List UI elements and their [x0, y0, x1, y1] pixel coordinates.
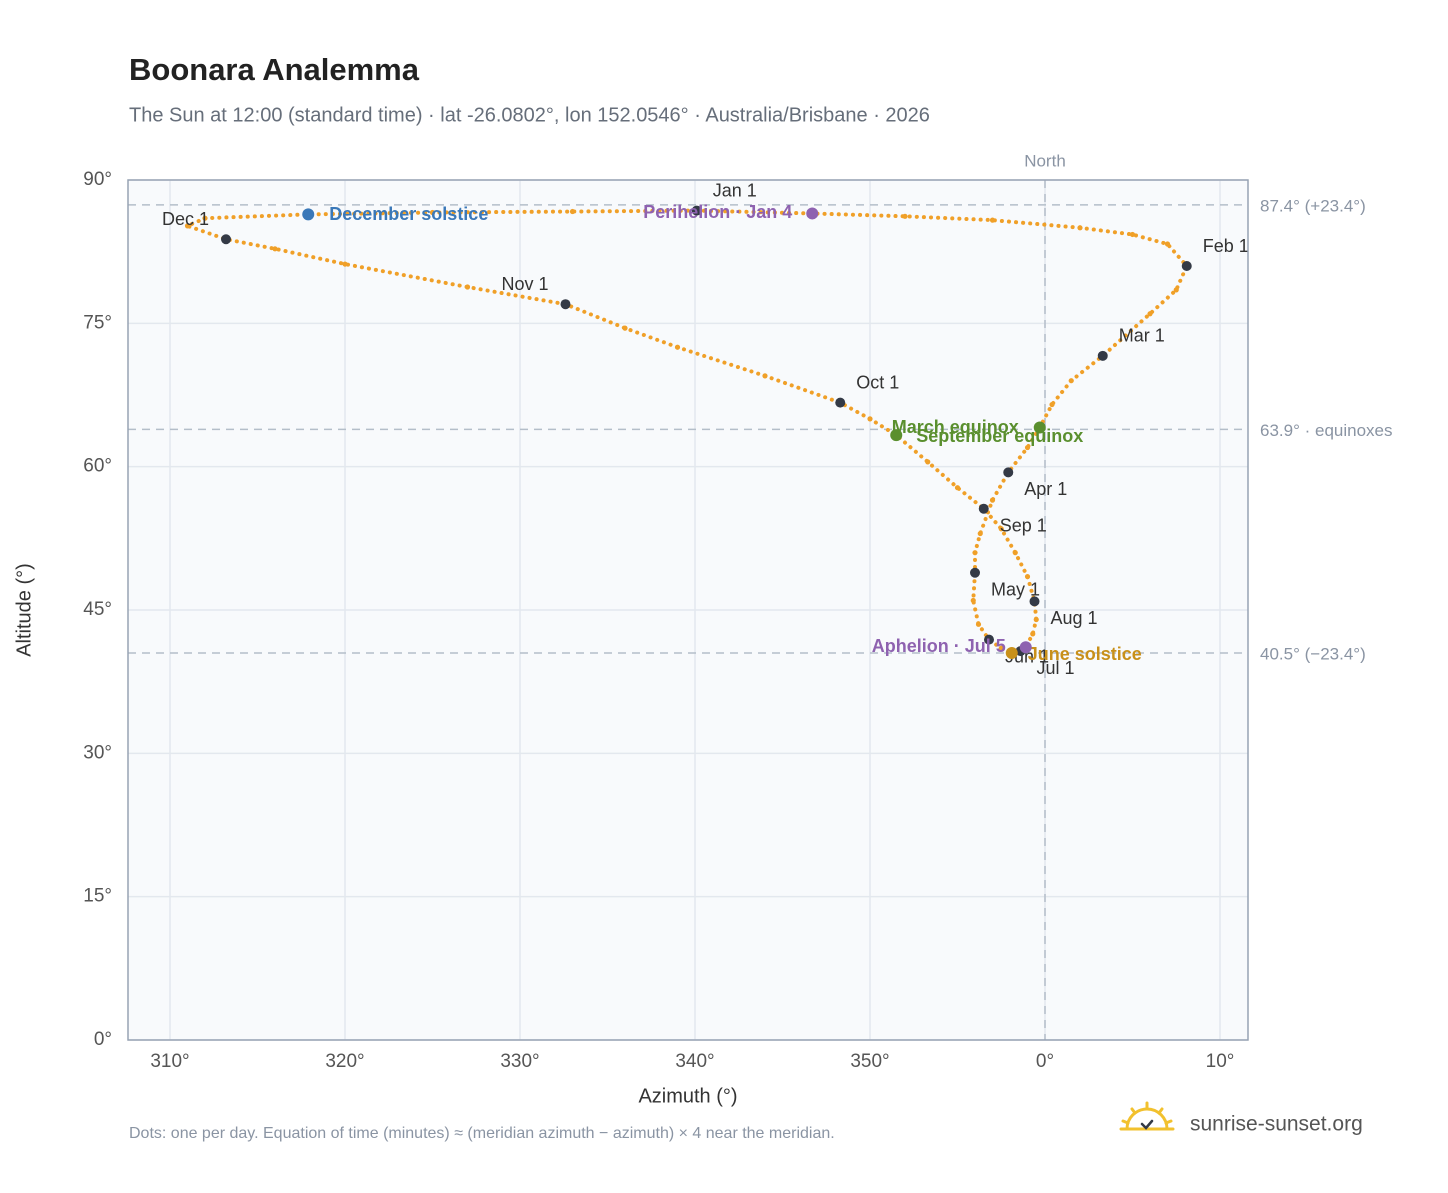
month-label: Sep 1 — [1000, 515, 1047, 535]
day-dot — [972, 550, 978, 556]
month-marker — [1097, 350, 1108, 361]
event-marker — [302, 208, 315, 221]
brand: sunrise-sunset.org — [1190, 1113, 1363, 1136]
y-tick-label: 15° — [83, 886, 112, 907]
day-dot — [954, 485, 961, 491]
y-tick-label: 0° — [94, 1029, 112, 1050]
event-label: September equinox — [916, 426, 1083, 446]
day-dot — [975, 621, 982, 627]
meridian-label: North — [1024, 151, 1066, 170]
day-dot — [622, 325, 628, 331]
day-dot — [202, 215, 208, 221]
month-marker — [1029, 596, 1040, 607]
analemma-path — [182, 208, 1190, 656]
day-dot — [1147, 311, 1153, 317]
day-dot — [1030, 631, 1036, 637]
month-marker — [221, 234, 231, 245]
day-dot — [998, 526, 1004, 532]
reference-label: 63.9° · equinoxes — [1260, 421, 1393, 440]
day-dot — [184, 223, 191, 229]
month-marker — [970, 567, 980, 578]
x-tick-label: 10° — [1206, 1051, 1235, 1072]
y-tick-label: 75° — [83, 312, 112, 333]
month-marker — [691, 205, 702, 216]
event-marker — [1033, 421, 1046, 434]
month-marker — [560, 299, 571, 310]
reference-label: 40.5° (−23.4°) — [1260, 644, 1366, 663]
plot-frame — [127, 179, 1249, 1041]
x-tick-label: 310° — [150, 1051, 189, 1072]
y-tick-label: 30° — [83, 742, 112, 763]
event-label: Aphelion · Jul 5 — [872, 636, 1006, 656]
month-marker — [978, 503, 989, 514]
x-tick-label: 330° — [500, 1051, 539, 1072]
month-marker — [1003, 467, 1014, 478]
month-label: Apr 1 — [1024, 479, 1067, 499]
day-dot — [464, 284, 471, 290]
event-marker — [890, 429, 903, 442]
day-dot — [867, 416, 873, 422]
footnote: Dots: one per day. Equation of time (min… — [129, 1125, 835, 1142]
event-label: June solstice — [1028, 644, 1142, 664]
month-label: Aug 1 — [1051, 608, 1098, 628]
day-dot — [1173, 287, 1179, 293]
day-dot — [989, 497, 996, 503]
day-dot — [998, 645, 1004, 651]
day-dot — [1077, 225, 1083, 231]
day-dot — [1049, 401, 1055, 408]
day-dot — [1024, 573, 1031, 580]
day-dot — [925, 459, 931, 465]
x-tick-label: 320° — [325, 1051, 364, 1072]
day-dot — [429, 209, 436, 216]
day-dot — [272, 246, 278, 252]
day-dot — [569, 208, 576, 215]
month-marker — [984, 634, 994, 645]
day-dot — [970, 597, 976, 604]
day-dot — [989, 217, 996, 223]
month-label: Feb 1 — [1203, 236, 1249, 256]
day-dot — [1012, 550, 1018, 556]
y-tick-label: 90° — [83, 169, 112, 190]
month-marker — [835, 397, 846, 408]
event-marker — [1005, 647, 1018, 659]
month-label: Jul 1 — [1037, 658, 1075, 678]
month-marker — [1181, 261, 1192, 271]
day-dot — [1164, 241, 1171, 247]
event-marker — [806, 207, 819, 220]
event-marker — [1019, 641, 1032, 654]
day-dot — [1129, 231, 1136, 238]
x-tick-label: 0° — [1036, 1051, 1054, 1072]
x-tick-label: 350° — [850, 1051, 889, 1072]
brand-logo — [1119, 1101, 1175, 1131]
chart-subtitle: The Sun at 12:00 (standard time) · lat -… — [129, 104, 930, 126]
day-dot — [1024, 444, 1031, 451]
month-label: Nov 1 — [501, 274, 548, 294]
month-label: May 1 — [991, 579, 1040, 599]
day-dot — [1033, 616, 1039, 623]
month-label: Oct 1 — [856, 372, 899, 392]
month-label: Dec 1 — [162, 209, 209, 229]
event-label: March equinox — [892, 417, 1019, 437]
month-label: Jan 1 — [713, 180, 757, 200]
day-dot — [674, 344, 681, 350]
event-label: December solstice — [329, 204, 488, 224]
y-axis-title: Altitude (°) — [13, 563, 35, 657]
event-label: Perihelion · Jan 4 — [643, 202, 792, 222]
day-dot — [977, 530, 983, 537]
day-dot — [902, 213, 908, 219]
y-tick-label: 60° — [83, 456, 112, 477]
x-tick-label: 340° — [675, 1051, 714, 1072]
x-axis-title: Azimuth (°) — [638, 1085, 737, 1107]
month-label: Mar 1 — [1119, 326, 1165, 346]
chart-title: Boonara Analemma — [129, 52, 420, 87]
day-dot — [342, 261, 348, 267]
reference-label: 87.4° (+23.4°) — [1260, 196, 1366, 215]
y-tick-label: 45° — [83, 599, 112, 620]
day-dot — [762, 373, 768, 379]
day-dot — [1068, 378, 1074, 384]
